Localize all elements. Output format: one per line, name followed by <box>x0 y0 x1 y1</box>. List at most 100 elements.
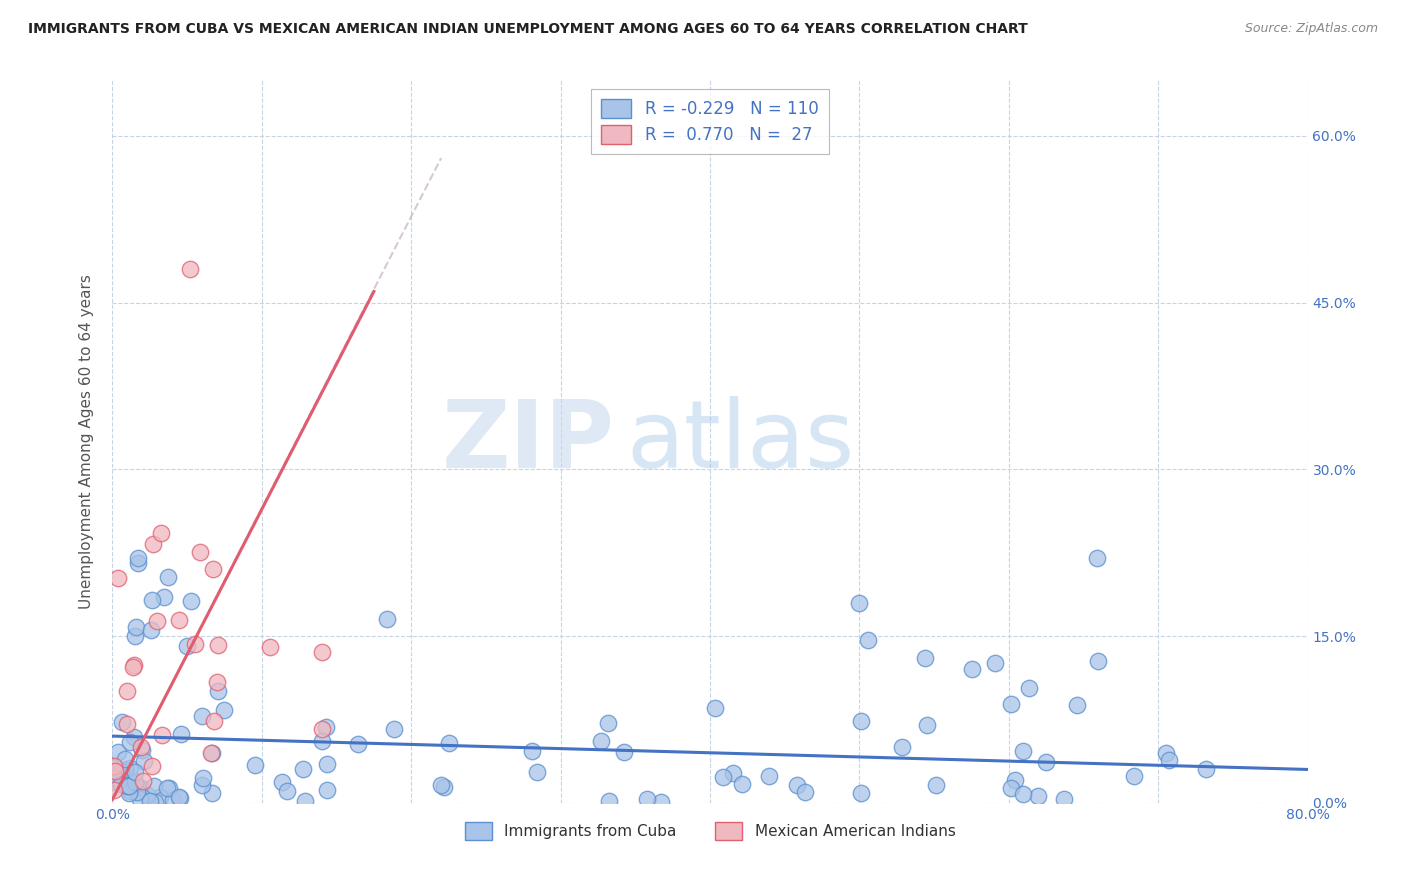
Point <box>122 730 145 744</box>
Point <box>311 733 333 747</box>
Point <box>141 623 163 637</box>
Point <box>180 594 202 608</box>
Point <box>202 714 225 729</box>
Point <box>170 726 193 740</box>
Point <box>856 633 879 648</box>
Point <box>794 785 817 799</box>
Point <box>201 562 224 576</box>
Point <box>134 755 156 769</box>
Point <box>915 718 938 732</box>
Point <box>127 551 149 566</box>
Point <box>849 714 872 728</box>
Point <box>1053 792 1076 806</box>
Point <box>122 657 145 672</box>
Point <box>914 650 936 665</box>
Point <box>721 765 744 780</box>
Point <box>162 793 184 807</box>
Legend: Immigrants from Cuba, Mexican American Indians: Immigrants from Cuba, Mexican American I… <box>458 816 962 846</box>
Point <box>1156 746 1178 760</box>
Point <box>149 526 172 541</box>
Point <box>103 759 125 773</box>
Point <box>201 785 224 799</box>
Point <box>104 768 127 782</box>
Point <box>191 709 214 723</box>
Point <box>205 674 228 689</box>
Point <box>118 784 141 798</box>
Point <box>139 794 162 808</box>
Point <box>103 771 125 785</box>
Point <box>207 684 229 698</box>
Point <box>115 779 138 793</box>
Point <box>650 795 672 809</box>
Point <box>925 778 948 792</box>
Point <box>200 746 222 760</box>
Point <box>375 612 398 626</box>
Point <box>114 751 136 765</box>
Point <box>271 774 294 789</box>
Point <box>596 716 619 731</box>
Point <box>1012 744 1035 758</box>
Point <box>115 717 138 731</box>
Point <box>439 736 461 750</box>
Point <box>315 720 337 734</box>
Point <box>157 780 180 795</box>
Point <box>430 778 453 792</box>
Point <box>1018 681 1040 696</box>
Point <box>124 764 146 779</box>
Point <box>382 722 405 736</box>
Point <box>520 743 543 757</box>
Point <box>183 637 205 651</box>
Point <box>118 779 141 793</box>
Point <box>124 775 146 789</box>
Point <box>167 789 190 804</box>
Point <box>142 779 165 793</box>
Point <box>1085 551 1108 566</box>
Point <box>433 780 456 795</box>
Point <box>127 780 149 795</box>
Point <box>598 794 620 808</box>
Point <box>1087 654 1109 668</box>
Point <box>153 590 176 604</box>
Point <box>127 556 149 570</box>
Point <box>112 775 135 789</box>
Point <box>110 764 132 778</box>
Point <box>294 793 316 807</box>
Point <box>315 757 337 772</box>
Point <box>125 620 148 634</box>
Point <box>143 795 166 809</box>
Point <box>129 739 152 754</box>
Point <box>1000 780 1022 795</box>
Point <box>142 537 165 551</box>
Point <box>124 629 146 643</box>
Point <box>259 640 281 654</box>
Point <box>1000 697 1022 711</box>
Point <box>111 715 134 730</box>
Y-axis label: Unemployment Among Ages 60 to 64 years: Unemployment Among Ages 60 to 64 years <box>79 274 94 609</box>
Point <box>311 722 333 736</box>
Text: Source: ZipAtlas.com: Source: ZipAtlas.com <box>1244 22 1378 36</box>
Point <box>851 786 873 800</box>
Point <box>276 784 298 798</box>
Point <box>191 778 214 792</box>
Text: IMMIGRANTS FROM CUBA VS MEXICAN AMERICAN INDIAN UNEMPLOYMENT AMONG AGES 60 TO 64: IMMIGRANTS FROM CUBA VS MEXICAN AMERICAN… <box>28 22 1028 37</box>
Text: atlas: atlas <box>627 395 855 488</box>
Point <box>107 571 129 585</box>
Point <box>201 746 224 760</box>
Point <box>149 790 172 805</box>
Point <box>1159 753 1181 767</box>
Point <box>984 657 1007 671</box>
Point <box>1026 789 1049 803</box>
Point <box>179 262 201 277</box>
Point <box>117 684 139 698</box>
Point <box>311 645 333 659</box>
Point <box>526 765 548 780</box>
Text: ZIP: ZIP <box>441 395 614 488</box>
Point <box>176 639 198 653</box>
Point <box>167 613 190 627</box>
Point <box>207 638 229 652</box>
Point <box>703 701 725 715</box>
Point <box>613 746 636 760</box>
Point <box>786 778 808 792</box>
Point <box>141 759 163 773</box>
Point <box>131 773 153 788</box>
